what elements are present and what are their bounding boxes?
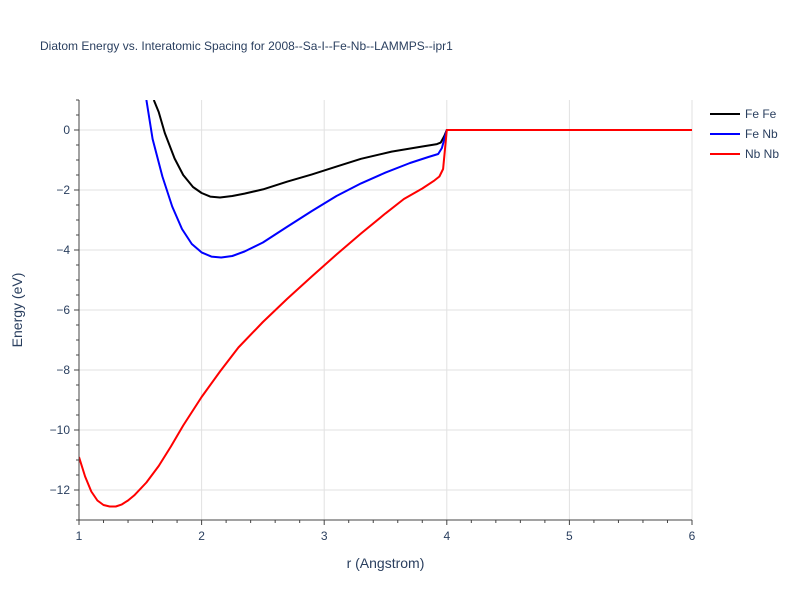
x-tick-label: 2 [198,529,205,543]
y-tick-label: −8 [56,363,70,377]
legend-item-nb-nb[interactable]: Nb Nb [710,147,779,161]
x-tick-label: 3 [321,529,328,543]
legend-label: Nb Nb [745,147,779,161]
y-tick-label: −2 [56,183,70,197]
legend-label: Fe Fe [745,107,777,121]
y-tick-label: −12 [50,483,71,497]
y-tick-label: −4 [56,243,70,257]
x-axis-title: r (Angstrom) [347,555,425,571]
x-tick-label: 1 [76,529,83,543]
y-axis-title: Energy (eV) [9,273,25,348]
chart-title: Diatom Energy vs. Interatomic Spacing fo… [40,39,453,53]
legend-item-fe-fe[interactable]: Fe Fe [710,107,777,121]
y-tick-label: −10 [50,423,71,437]
legend-item-fe-nb[interactable]: Fe Nb [710,127,778,141]
legend[interactable]: Fe Fe Fe Nb Nb Nb [710,107,779,161]
legend-label: Fe Nb [745,127,778,141]
axes: 1 2 3 4 5 6 0 −2 −4 −6 −8 −10 −12 [50,99,696,543]
y-tick-label: −6 [56,303,70,317]
x-tick-label: 5 [566,529,573,543]
x-tick-label: 6 [689,529,696,543]
series-line-nb-nb [79,129,692,508]
y-tick-label: 0 [63,123,70,137]
series-layer [79,100,692,508]
x-tick-label: 4 [443,529,450,543]
